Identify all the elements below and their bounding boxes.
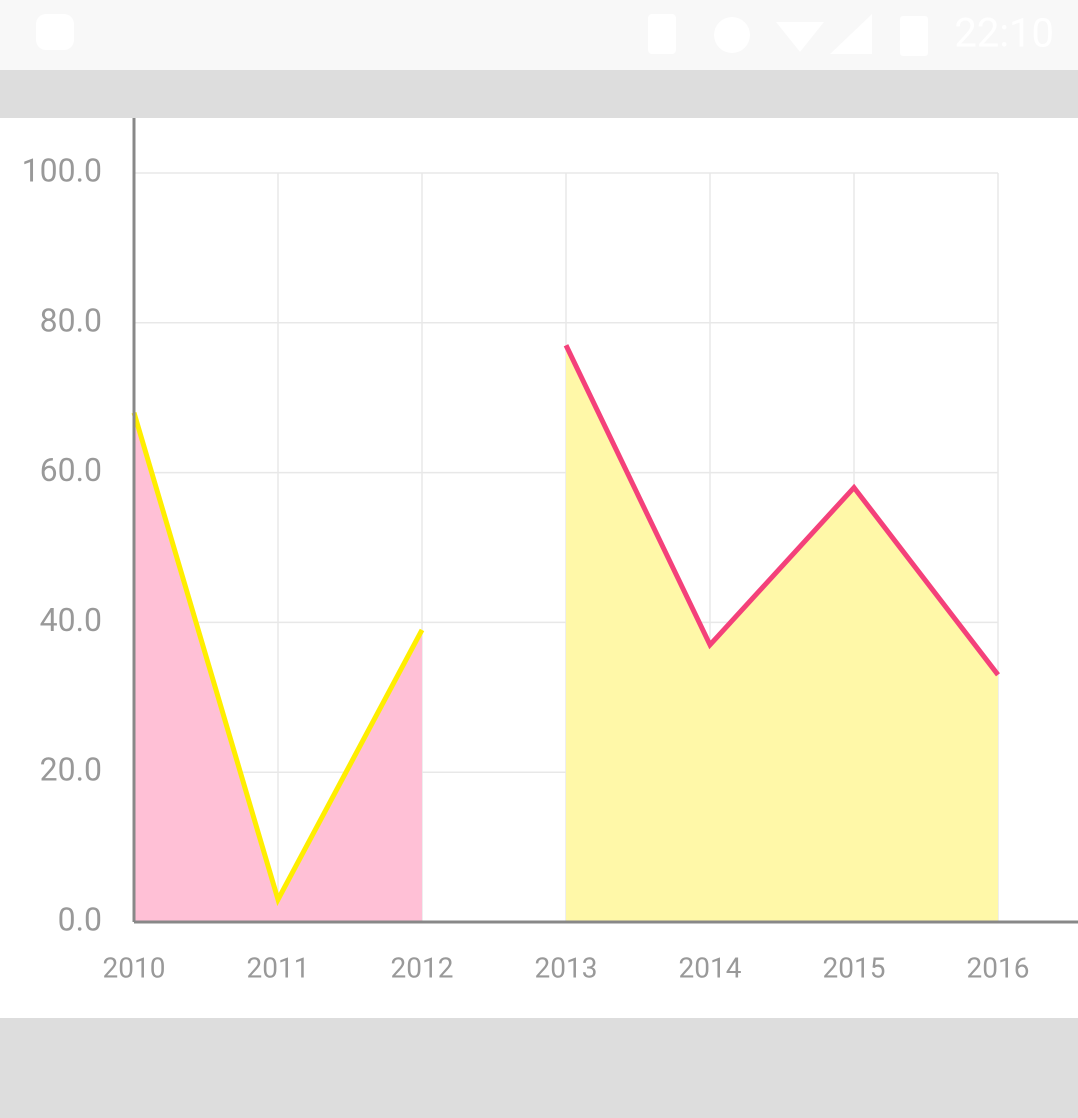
x-tick-label: 2013: [535, 951, 598, 984]
x-tick-label: 2015: [823, 951, 886, 984]
y-tick-label: 80.0: [40, 301, 102, 339]
status-icons: [648, 14, 928, 56]
area: [134, 412, 422, 922]
status-time: 22:10: [954, 10, 1054, 57]
y-tick-label: 20.0: [40, 751, 102, 789]
y-tick-label: 100.0: [22, 151, 102, 189]
y-tick-label: 40.0: [40, 601, 102, 639]
status-bar: [0, 0, 1078, 70]
app-icon: [36, 14, 74, 50]
x-tick-label: 2016: [967, 951, 1030, 984]
y-tick-label: 0.0: [58, 900, 102, 938]
line: [131, 411, 425, 907]
line: [563, 344, 1000, 677]
x-tick-label: 2012: [391, 951, 454, 984]
toolbar: [0, 70, 1078, 118]
x-tick-label: 2011: [247, 951, 310, 984]
plot: [131, 344, 1000, 922]
bottom-bar: [0, 1018, 1078, 1118]
x-tick-label: 2014: [679, 951, 742, 984]
area: [566, 345, 998, 922]
labels: 0.0 20.0 40.0 60.0 80.0 100.0 2010 2011 2012 2013…: [22, 151, 1030, 984]
x-tick-label: 2010: [103, 951, 166, 984]
y-tick-label: 60.0: [40, 451, 102, 489]
